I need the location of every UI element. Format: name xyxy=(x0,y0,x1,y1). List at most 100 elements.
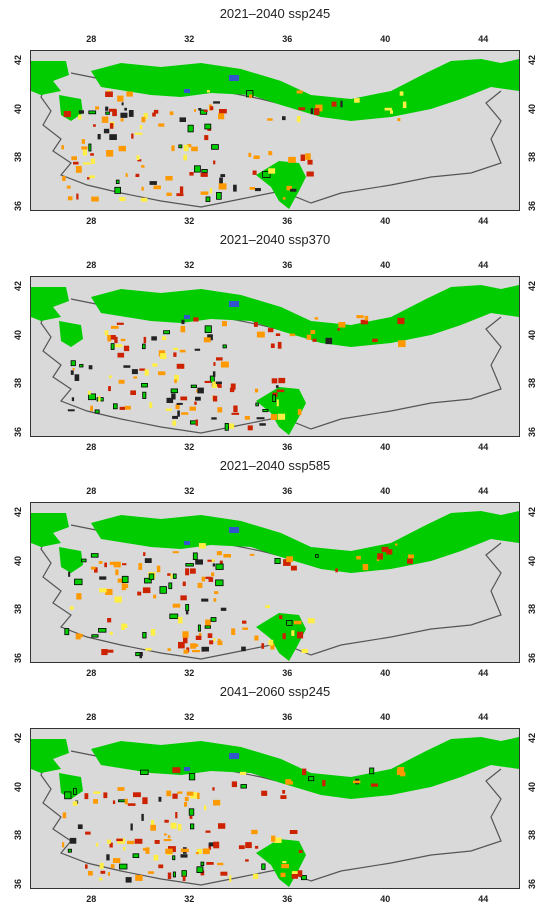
habitat-patch xyxy=(275,385,279,388)
habitat-patch xyxy=(190,643,197,649)
y-tick-label-left: 36 xyxy=(13,201,23,212)
habitat-patch xyxy=(111,325,119,329)
habitat-patch xyxy=(85,831,91,835)
habitat-patch xyxy=(216,551,222,556)
habitat-patch xyxy=(371,783,379,787)
habitat-patch xyxy=(298,107,306,111)
habitat-patch xyxy=(210,617,217,622)
habitat-patch xyxy=(172,420,177,426)
habitat-patch xyxy=(254,635,259,641)
habitat-patch xyxy=(306,334,312,340)
habitat-patch xyxy=(195,852,199,855)
habitat-patch xyxy=(134,838,143,844)
habitat-patch xyxy=(337,328,341,331)
habitat-patch xyxy=(74,374,80,381)
blue-patch xyxy=(184,315,190,319)
habitat-patch xyxy=(220,361,229,368)
x-tick-label-top: 40 xyxy=(380,260,391,270)
habitat-patch xyxy=(195,396,201,401)
habitat-patch xyxy=(169,613,179,619)
habitat-patch xyxy=(181,412,189,415)
habitat-patch xyxy=(390,110,393,114)
x-tick-label-top: 36 xyxy=(282,34,293,44)
panel-title: 2021–2040 ssp245 xyxy=(219,6,331,21)
habitat-patch xyxy=(300,875,307,881)
habitat-patch xyxy=(276,399,279,407)
habitat-patch xyxy=(150,629,156,636)
habitat-patch xyxy=(109,842,113,848)
habitat-patch xyxy=(212,563,215,567)
habitat-patch xyxy=(72,368,75,371)
y-tick-label-right: 36 xyxy=(527,879,537,890)
blue-patch xyxy=(229,301,239,307)
habitat-patch xyxy=(340,100,343,108)
habitat-patch xyxy=(170,822,177,829)
habitat-patch xyxy=(131,369,138,375)
habitat-patch xyxy=(141,813,144,821)
habitat-patch xyxy=(89,175,95,179)
habitat-patch xyxy=(62,812,67,819)
habitat-patch xyxy=(291,871,300,876)
habitat-patch xyxy=(282,116,286,121)
x-tick-label-top: 32 xyxy=(184,486,195,496)
habitat-patch xyxy=(307,159,313,165)
y-tick-label-left: 38 xyxy=(13,830,23,841)
habitat-patch xyxy=(231,781,237,788)
y-tick-label-left: 38 xyxy=(13,604,23,615)
x-tick-label-bottom: 32 xyxy=(184,668,195,678)
y-tick-label-right: 40 xyxy=(527,781,537,792)
x-tick-label-bottom: 36 xyxy=(282,668,293,678)
y-tick-label-left: 38 xyxy=(13,378,23,389)
habitat-patch xyxy=(216,191,222,200)
habitat-patch xyxy=(148,573,155,580)
habitat-patch xyxy=(165,176,173,181)
y-tick-label-left: 40 xyxy=(13,781,23,792)
habitat-patch xyxy=(168,582,173,590)
habitat-patch xyxy=(286,620,293,626)
habitat-patch xyxy=(125,405,131,410)
habitat-patch xyxy=(252,170,257,175)
habitat-patch xyxy=(183,636,188,644)
habitat-patch xyxy=(245,842,252,849)
y-tick-label-right: 38 xyxy=(527,604,537,615)
habitat-patch xyxy=(377,553,383,560)
habitat-patch xyxy=(362,564,369,571)
habitat-patch xyxy=(211,572,215,577)
habitat-patch xyxy=(125,173,128,177)
panel-title: 2021–2040 ssp370 xyxy=(219,232,331,247)
habitat-patch xyxy=(117,95,124,102)
habitat-patch xyxy=(143,336,147,344)
habitat-patch xyxy=(242,620,247,624)
x-tick-label-bottom: 40 xyxy=(380,442,391,452)
habitat-patch xyxy=(98,395,101,402)
habitat-patch xyxy=(88,393,96,401)
habitat-patch xyxy=(220,174,226,178)
blue-patch xyxy=(184,89,190,93)
habitat-patch xyxy=(99,588,107,593)
habitat-patch xyxy=(110,335,116,340)
habitat-patch xyxy=(210,106,214,111)
habitat-patch xyxy=(197,582,203,588)
habitat-patch xyxy=(219,177,223,184)
habitat-patch xyxy=(158,864,164,869)
x-tick-label-bottom: 40 xyxy=(380,216,391,226)
habitat-patch xyxy=(213,362,216,366)
patches xyxy=(61,90,407,202)
habitat-patch xyxy=(164,833,167,836)
x-tick-label-top: 32 xyxy=(184,34,195,44)
habitat-patch xyxy=(133,792,141,798)
habitat-patch xyxy=(213,638,216,642)
habitat-patch xyxy=(270,414,277,420)
habitat-patch xyxy=(135,651,143,657)
habitat-patch xyxy=(180,396,188,401)
habitat-patch xyxy=(277,413,286,420)
habitat-patch xyxy=(291,874,298,879)
habitat-patch xyxy=(190,568,196,574)
habitat-patch xyxy=(119,406,125,410)
habitat-patch xyxy=(93,791,101,794)
habitat-patch xyxy=(184,796,189,802)
x-tick-label-bottom: 36 xyxy=(282,216,293,226)
habitat-patch xyxy=(64,628,70,636)
habitat-patch xyxy=(274,558,281,565)
y-tick-label-right: 42 xyxy=(527,732,537,743)
